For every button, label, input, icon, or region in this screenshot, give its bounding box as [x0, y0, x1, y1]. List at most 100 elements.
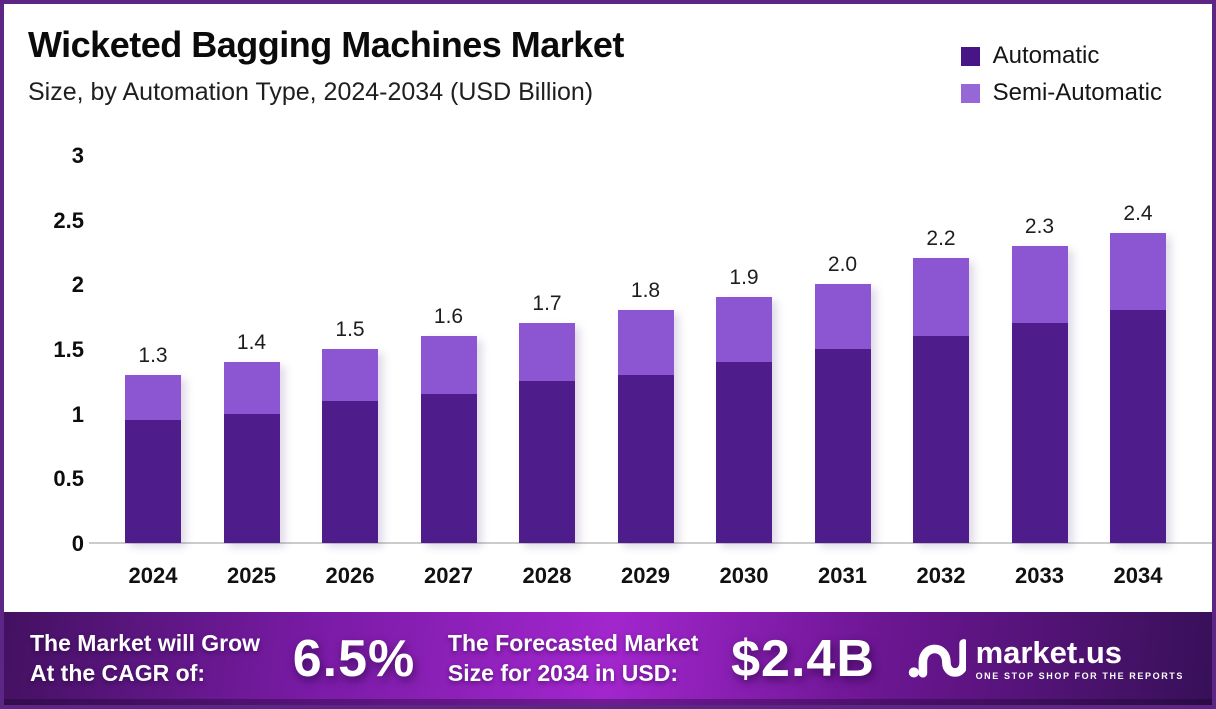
stacked-bar-2034 [1110, 232, 1166, 543]
stacked-bar-2032 [913, 258, 969, 543]
stacked-bar-2025 [223, 361, 280, 543]
bar-total-label: 1.9 [729, 266, 759, 290]
x-tick-label: 2024 [128, 563, 178, 588]
legend-label: Automatic [992, 42, 1100, 69]
x-tick-label: 2025 [227, 563, 276, 588]
segment-semi-automatic [519, 323, 575, 382]
forecast-label-line1: The Forecasted Market [447, 630, 699, 657]
x-tick-label: 2027 [424, 563, 473, 588]
forecast-label-line2: Size for 2034 in USD: [447, 659, 678, 686]
segment-automatic [716, 361, 772, 543]
bar-column-2029: 1.8 2029 [617, 155, 674, 588]
plot-area: 0 0.5 1 1.5 2 2.5 3 1.3 2024 1.4 2025 1.5 2026 1.6 20… [4, 143, 1212, 588]
bar-total-label: 1.4 [236, 330, 267, 354]
segment-automatic [913, 336, 969, 543]
bar-column-2026: 1.5 2026 [322, 155, 378, 588]
segment-automatic [420, 394, 477, 543]
chart-header: Wicketed Bagging Machines Market Size, b… [28, 24, 624, 107]
segment-automatic [1011, 323, 1068, 543]
x-tick-label: 2031 [818, 563, 867, 588]
bar-column-2024: 1.3 2024 [125, 155, 181, 588]
bar-column-2028: 1.7 2028 [519, 155, 575, 588]
stacked-bar-2024 [125, 374, 181, 543]
bar-column-2034: 2.4 2034 [1110, 155, 1166, 588]
segment-semi-automatic [223, 361, 280, 414]
logo-text-block: market.us ONE STOP SHOP FOR THE REPORTS [976, 637, 1184, 681]
segment-semi-automatic [125, 374, 181, 421]
y-tick-label: 2 [71, 272, 84, 298]
segment-semi-automatic [814, 284, 871, 349]
legend-item: Automatic [960, 42, 1162, 70]
segment-semi-automatic [913, 258, 969, 337]
y-axis: 0 0.5 1 1.5 2 2.5 3 [4, 143, 84, 556]
segment-automatic [519, 381, 575, 543]
bar-total-label: 2.2 [926, 227, 956, 251]
banner: The Market will Grow At the CAGR of: 6.5… [4, 612, 1212, 705]
bar-column-2032: 2.2 2032 [913, 155, 969, 588]
marketus-logo-icon [908, 631, 968, 686]
logo-tagline: ONE STOP SHOP FOR THE REPORTS [975, 670, 1184, 681]
bar-column-2031: 2.0 2031 [814, 155, 871, 588]
x-tick-label: 2028 [522, 563, 572, 588]
chart-legend: Automatic Semi-Automatic [960, 42, 1162, 107]
segment-semi-automatic [617, 310, 674, 375]
segment-semi-automatic [716, 297, 772, 362]
cagr-value: 6.5% [292, 629, 416, 688]
legend-swatch [960, 46, 980, 66]
segment-automatic [814, 349, 871, 543]
stacked-bar-2030 [716, 297, 772, 543]
cagr-label-line1: The Market will Grow [30, 630, 261, 657]
bars-container: 1.3 2024 1.4 2025 1.5 2026 1.6 2027 1.7 2028 1.8 20… [99, 155, 1192, 588]
x-tick-label: 2034 [1113, 563, 1163, 588]
bar-total-label: 2.3 [1024, 214, 1055, 238]
segment-automatic [223, 413, 280, 543]
x-tick-label: 2032 [916, 563, 966, 588]
x-tick-label: 2033 [1015, 563, 1064, 588]
stacked-bar-2033 [1011, 245, 1068, 543]
stacked-bar-2027 [420, 336, 477, 543]
y-tick-label: 2.5 [53, 207, 84, 233]
x-tick-label: 2026 [325, 563, 375, 588]
stacked-bar-2031 [814, 284, 871, 543]
x-tick-label: 2029 [621, 563, 670, 588]
bar-total-label: 2.0 [827, 253, 858, 277]
segment-semi-automatic [1110, 232, 1166, 311]
stacked-bar-2029 [617, 310, 674, 543]
bar-total-label: 1.8 [630, 279, 661, 303]
segment-semi-automatic [1011, 245, 1068, 324]
y-tick-label: 1.5 [53, 337, 84, 362]
bar-total-label: 1.7 [532, 292, 562, 316]
marketus-logo: market.us ONE STOP SHOP FOR THE REPORTS [908, 631, 1184, 686]
legend-label: Semi-Automatic [992, 79, 1162, 106]
bar-column-2030: 1.9 2030 [716, 155, 772, 588]
bar-total-label: 1.5 [335, 318, 365, 342]
forecast-value: $2.4B [731, 629, 875, 688]
bar-column-2033: 2.3 2033 [1011, 155, 1068, 588]
legend-swatch [960, 83, 980, 103]
segment-automatic [617, 374, 674, 543]
bar-total-label: 1.6 [433, 305, 464, 329]
logo-wordmark: market.us [975, 634, 1123, 670]
cagr-label: The Market will Grow At the CAGR of: [30, 629, 260, 688]
segment-automatic [322, 400, 378, 543]
y-tick-label: 1 [71, 401, 84, 427]
segment-automatic [125, 420, 181, 543]
cagr-label-line2: At the CAGR of: [30, 659, 206, 686]
y-tick-label: 0 [71, 531, 84, 556]
bar-column-2025: 1.4 2025 [223, 155, 280, 588]
y-tick-label: 0.5 [53, 466, 84, 492]
legend-item: Semi-Automatic [960, 79, 1162, 107]
forecast-label: The Forecasted Market Size for 2034 in U… [448, 629, 699, 688]
y-tick-label: 3 [71, 143, 84, 168]
bar-total-label: 1.3 [138, 343, 168, 367]
page-title: Wicketed Bagging Machines Market [28, 24, 624, 65]
x-axis-line [89, 542, 1212, 544]
page-subtitle: Size, by Automation Type, 2024-2034 (USD… [28, 78, 594, 106]
segment-automatic [1110, 310, 1166, 543]
stacked-bar-2026 [322, 349, 378, 543]
bar-column-2027: 1.6 2027 [420, 155, 477, 588]
segment-semi-automatic [322, 349, 378, 401]
segment-semi-automatic [420, 336, 477, 395]
x-tick-label: 2030 [719, 563, 769, 588]
